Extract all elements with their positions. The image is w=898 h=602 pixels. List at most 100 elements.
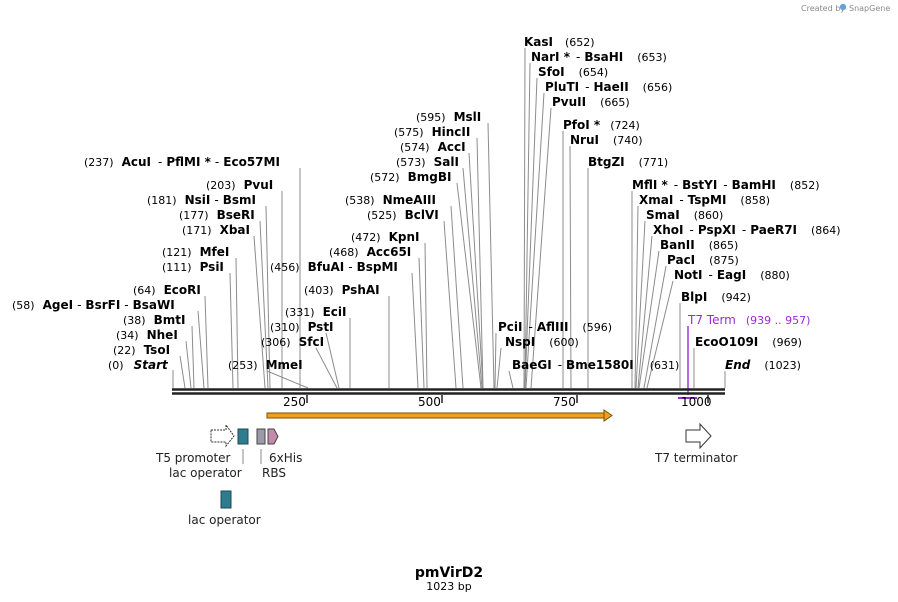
site-xbai: (171) XbaI [182, 223, 250, 237]
leader-mfei [235, 257, 239, 389]
site-pcii: PciI - AflIII (596) [498, 320, 612, 334]
t7-terminator-icon[interactable] [685, 422, 712, 450]
leader-baegi [508, 370, 514, 389]
leader-nspi [496, 347, 502, 389]
leader-lines [172, 47, 726, 389]
site-kasi: KasI (652) [524, 35, 595, 49]
leader-nsii [265, 205, 271, 389]
leader-bmti [191, 325, 195, 389]
site-bseri: (177) BseRI [179, 208, 255, 222]
site-end: End (1023) [725, 358, 801, 372]
site-btgzi: BtgZI (771) [588, 155, 668, 169]
plasmid-length: 1023 bp [426, 580, 471, 593]
site-hincii: (575) HincII [394, 125, 470, 139]
leader-banii [638, 250, 660, 389]
site-baegi: BaeGI - Bme1580I (631) [512, 358, 679, 372]
axis-ticks [306, 395, 709, 403]
tick-label-250: 250 [283, 395, 306, 409]
leader-nmeaiii [450, 205, 464, 389]
site-t7term: T7 Term (939 .. 957) [687, 313, 810, 327]
lac-operator-2-icon[interactable] [220, 490, 232, 509]
site-acc65i: (468) Acc65I [329, 245, 411, 259]
site-mfli: MflI * - BstYI - BamHI (852) [632, 178, 820, 192]
leader-acc65i [418, 257, 425, 389]
leader-ecori [204, 295, 209, 389]
site-nspi: NspI (600) [505, 335, 579, 349]
site-sfci: (306) SfcI [261, 335, 324, 349]
leader-pvuii [530, 107, 552, 389]
leader-xmai [634, 205, 639, 389]
site-pvui: (203) PvuI [206, 178, 273, 192]
lac-operator-icon[interactable] [237, 428, 249, 445]
tick-label-500: 500 [418, 395, 441, 409]
leader-nrui [569, 145, 572, 389]
snapgene-brand: SnapGene [849, 4, 890, 13]
sequence-backbone [172, 388, 725, 395]
site-pfoi: PfoI * (724) [563, 118, 640, 132]
leader-agei [197, 310, 205, 389]
site-ecoo109i: EcoO109I (969) [695, 335, 802, 349]
tick-label-750: 750 [553, 395, 576, 409]
leader-sali [462, 167, 483, 389]
feature-connectors [242, 449, 262, 464]
site-bmti: (38) BmtI [123, 313, 185, 327]
t5-promoter-icon[interactable] [210, 423, 235, 448]
site-labels-left: (0) Start (22) TsoI (34) NheI (38) BmtI (58)… [12, 110, 481, 372]
leader-xbai [253, 235, 266, 389]
plasmid-title: pmVirD2 [415, 565, 483, 581]
leader-psti [325, 332, 340, 389]
rbs-icon[interactable] [256, 428, 266, 445]
site-pshai: (403) PshAI [304, 283, 380, 297]
site-pluti: PluTI - HaeII (656) [545, 80, 672, 94]
his-tag-icon[interactable] [267, 428, 279, 445]
site-nari: NarI * - BsaHI (653) [531, 50, 667, 64]
snapgene-logo-icon [839, 3, 847, 11]
site-smai: SmaI (860) [646, 208, 723, 222]
leader-bfuai [411, 272, 419, 389]
site-tsoi: (22) TsoI [113, 343, 170, 357]
site-acci: (574) AccI [400, 140, 466, 154]
site-kpni: (472) KpnI [351, 230, 420, 244]
site-msli: (595) MslI [416, 110, 481, 124]
site-blpi: BlpI (942) [681, 290, 751, 304]
site-nsii: (181) NsiI - BsmI [147, 193, 256, 207]
orf-arrow[interactable] [266, 409, 613, 422]
leader-acci [468, 152, 484, 389]
leader-mmei [266, 370, 309, 389]
site-start: (0) Start [108, 358, 169, 372]
leader-smai [635, 220, 646, 389]
site-nrui: NruI (740) [570, 133, 643, 147]
leader-xhoi [637, 235, 653, 389]
lac-operator-2-label: lac operator [188, 513, 261, 527]
leader-kasi [523, 47, 526, 389]
site-bclvi: (525) BclVI [367, 208, 439, 222]
leader-bclvi [443, 220, 457, 389]
leader-nhei [185, 340, 192, 389]
leader-sfci [315, 347, 338, 389]
site-mmei: (253) MmeI [228, 358, 303, 372]
leader-sfoi [524, 77, 538, 389]
leader-kpni [424, 242, 428, 389]
site-labels-right: PciI - AflIII (596) NspI (600) BaeGI - Bme1580… [498, 35, 841, 372]
site-nhei: (34) NheI [116, 328, 178, 342]
site-bfuai: (456) BfuAI - BspMI [270, 260, 398, 274]
his-tag-label: 6xHis [269, 451, 302, 465]
leader-bseri [259, 220, 269, 389]
site-sali: (573) SalI [396, 155, 459, 169]
created-by-label: Created by [801, 4, 845, 13]
site-ecii: (331) EciI [285, 305, 346, 319]
site-nmeaiii: (538) NmeAIII [345, 193, 436, 207]
leader-pluti [525, 92, 545, 389]
rbs-label: RBS [262, 466, 286, 480]
site-mfei: (121) MfeI [162, 245, 229, 259]
site-bmgbi: (572) BmgBI [370, 170, 451, 184]
site-noti: NotI - EagI (880) [674, 268, 790, 282]
leader-noti [646, 280, 674, 389]
site-pvuii: PvuII (665) [552, 95, 630, 109]
leader-psii [229, 272, 234, 389]
tick-label-1000: 1000 [681, 395, 712, 409]
site-acui: (237) AcuI - PflMI * - Eco57MI [84, 155, 280, 169]
t5-promoter-label: T5 promoter [155, 451, 231, 465]
site-paci: PacI (875) [667, 253, 739, 267]
